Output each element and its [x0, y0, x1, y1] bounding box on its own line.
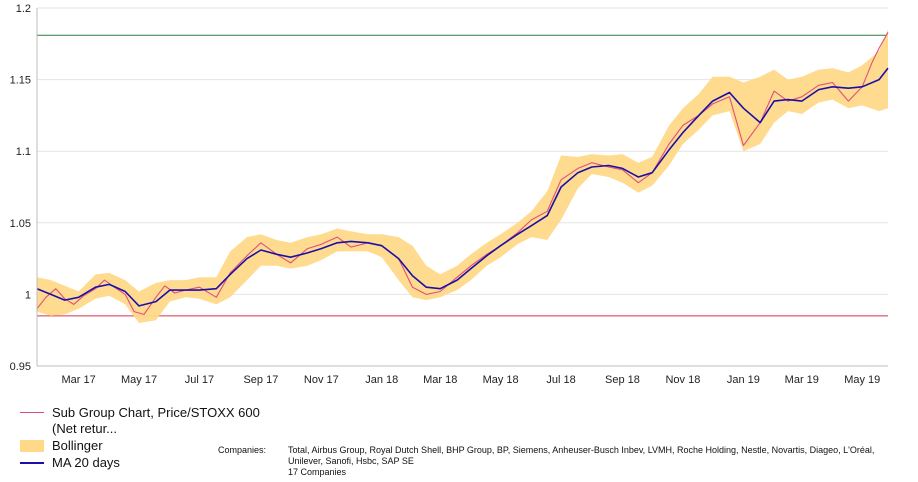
- y-tick-label: 1.1: [16, 146, 31, 158]
- price-chart: 0.95 1 1.05 1.1 1.15 1.2 Mar 17 May 17 Jul 17 Se…: [10, 3, 889, 386]
- x-tick-label: Mar 18: [423, 374, 457, 386]
- series-price-line: [36, 32, 889, 315]
- legend-item-bollinger: Bollinger: [20, 438, 260, 454]
- axes: [36, 8, 888, 367]
- legend-swatch-price: [20, 412, 44, 413]
- legend-label-price: Sub Group Chart, Price/STOXX 600 (Net re…: [52, 405, 260, 436]
- legend-item-price: Sub Group Chart, Price/STOXX 600 (Net re…: [20, 405, 260, 437]
- series-layer: [36, 29, 889, 323]
- x-tick-label: Sep 18: [605, 374, 640, 386]
- companies-label: Companies:: [218, 445, 267, 455]
- y-tick-label: 0.95: [10, 361, 31, 373]
- series-ma-20-days: [36, 67, 889, 307]
- x-tick-label: Sep 17: [243, 374, 278, 386]
- legend-item-ma: MA 20 days: [20, 455, 260, 471]
- companies-body: Total, Airbus Group, Royal Dutch Shell, …: [288, 445, 908, 478]
- x-tick-label: Mar 19: [785, 374, 819, 386]
- grid-lines: [37, 7, 888, 295]
- x-tick-label: May 19: [844, 374, 880, 386]
- x-tick-label: Jan 19: [727, 374, 760, 386]
- y-tick-label: 1.2: [16, 3, 31, 15]
- y-tick-label: 1: [25, 289, 31, 301]
- legend-swatch-ma: [20, 462, 44, 464]
- x-tick-label: May 17: [121, 374, 157, 386]
- x-tick-label: Jul 18: [546, 374, 575, 386]
- companies-list: Total, Airbus Group, Royal Dutch Shell, …: [288, 445, 875, 466]
- series-bollinger-band: [37, 29, 888, 323]
- x-tick-label: Nov 18: [665, 374, 700, 386]
- x-tick-label: Jul 17: [185, 374, 214, 386]
- x-tick-label: Jan 18: [365, 374, 398, 386]
- legend-label-ma: MA 20 days: [52, 455, 120, 470]
- reference-lines: [37, 34, 888, 317]
- x-tick-label: May 18: [483, 374, 519, 386]
- y-axis-ticks: 0.95 1 1.05 1.1 1.15 1.2: [10, 3, 31, 373]
- y-tick-label: 1.05: [10, 218, 31, 230]
- companies-count: 17 Companies: [288, 467, 347, 477]
- y-tick-label: 1.15: [10, 75, 31, 87]
- x-axis-ticks: Mar 17 May 17 Jul 17 Sep 17 Nov 17 Jan 18 Mar …: [61, 374, 880, 386]
- legend-label-bollinger: Bollinger: [52, 438, 103, 453]
- legend-swatch-bollinger: [20, 440, 44, 452]
- x-tick-label: Mar 17: [61, 374, 95, 386]
- x-tick-label: Nov 17: [304, 374, 339, 386]
- legend: Sub Group Chart, Price/STOXX 600 (Net re…: [20, 405, 260, 472]
